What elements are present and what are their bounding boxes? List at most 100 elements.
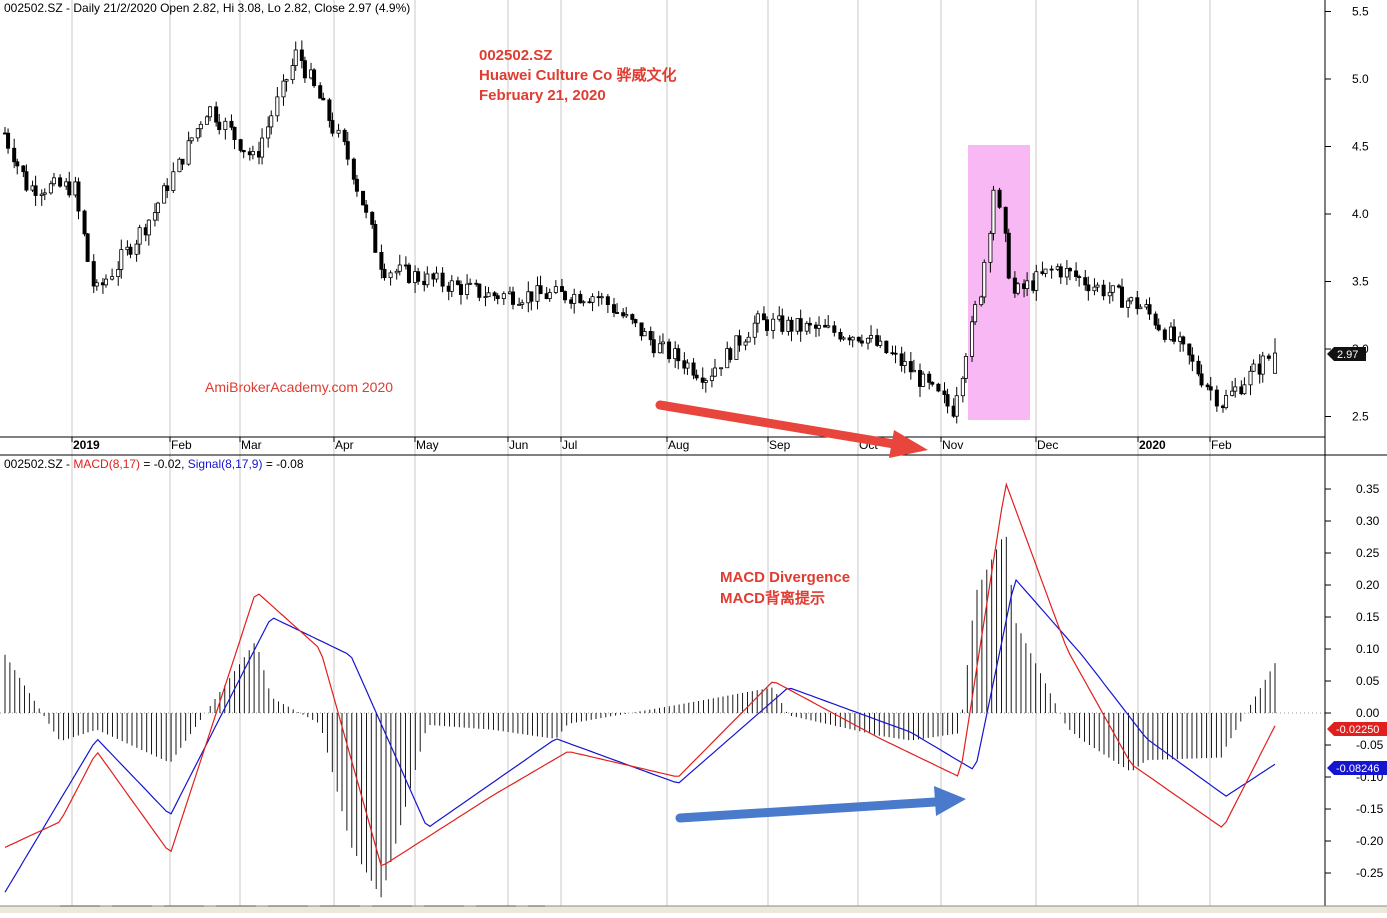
candle-body [290,65,295,81]
signal-value-badge: -0.08246 [1327,761,1387,775]
macd-header: 002502.SZ - MACD(8,17) = -0.02, Signal(8… [4,457,304,471]
candle-body [91,261,96,287]
macd-y-tick-label: 0.15 [1356,610,1380,624]
candle-body [67,181,72,196]
macd-panel [0,456,1325,908]
candle-body [1199,373,1204,386]
candle-body [241,149,246,153]
annotation-date: February 21, 2020 [479,87,606,104]
candle-body [547,292,552,299]
candle-body [128,246,133,255]
candle-body [330,120,335,134]
candle-body [388,272,393,279]
candle-body [204,116,209,125]
candle-body [312,69,317,87]
candle-body [250,151,255,156]
candle-body [865,337,870,344]
month-tick-label: Aug [668,438,689,452]
candle-body [936,383,941,392]
month-tick-label: 2019 [73,438,100,452]
candle-body [648,331,653,341]
candle-body [559,286,564,292]
sheet-tabs-strip[interactable] [0,905,1387,913]
candle-body [578,293,583,304]
candle-body [177,158,182,173]
candle-body [973,304,978,323]
month-tick-label: Sep [769,438,791,452]
candle-body [633,319,638,324]
last-price-badge: 2.97 [1327,347,1366,361]
candle-body [563,291,568,301]
candle-body [1034,271,1039,291]
candle-body [76,181,81,212]
candle-body [110,276,115,280]
candle-body [1064,268,1069,278]
candle-body [416,271,421,282]
candle-body [342,129,347,142]
candle-body [765,319,770,331]
candle-body [39,193,44,196]
macd-y-tick-label: -0.15 [1356,802,1384,816]
candle-body [1181,336,1186,345]
last-price-badge-text: 2.97 [1337,349,1358,361]
breakout-highlight-box [968,145,1030,420]
month-tick-labels: 2019 Feb Mar Apr May Jun Jul Aug Sep Oct Nov Dec 202… [71,437,1232,452]
candle-body [12,147,17,163]
annotation-ticker: 002502.SZ [479,47,552,64]
candle-body [630,314,635,320]
candle-body [1043,268,1048,274]
candle-body [945,394,950,407]
candle-body [921,373,926,387]
candle-body [1156,324,1161,331]
candle-body [269,115,274,128]
candle-body [217,121,222,130]
candle-body [146,219,151,236]
candle-body [1205,384,1210,388]
candle-body [1233,386,1238,392]
candle-body [370,211,375,225]
candle-body [1092,286,1097,292]
candle-body [685,362,690,369]
candle-body [746,336,751,343]
macd-y-tick-label: -0.25 [1356,866,1384,880]
annotation-company: Huawei Culture Co 骅威文化 [479,66,677,84]
candle-body [660,341,665,345]
candle-body [997,189,1002,208]
candle-body [703,380,708,383]
candle-body [581,301,586,304]
candle-body [103,278,108,286]
macd-y-tick-label: -0.05 [1356,738,1384,752]
candle-body [171,171,176,191]
candle-body [186,140,191,165]
candle-body [960,377,965,397]
candle-body [719,367,724,370]
macd-y-tick-label: 0.30 [1356,514,1380,528]
candle-body [48,183,53,194]
candle-body [116,268,121,278]
candle-body [1273,352,1278,374]
candle-body [397,264,402,272]
macd-y-tick-label: 0.10 [1356,642,1380,656]
candle-body [1126,300,1131,308]
candle-body [970,321,975,357]
candle-body [1135,297,1140,310]
candle-body [651,339,656,354]
candle-body [33,185,38,196]
candle-body [293,49,298,66]
candle-body [737,335,742,346]
signal-line [4,578,1276,893]
candle-body [1266,355,1271,359]
candle-body [134,243,139,255]
macd-y-tick-label: 0.20 [1356,578,1380,592]
candle-body [406,264,411,283]
macd-line [4,482,1276,867]
month-tick-label: May [416,438,439,452]
macd-value-badge-text: -0.02250 [1336,724,1379,736]
candle-body [1230,390,1235,396]
candle-body [991,189,996,234]
macd-annotation-zh: MACD背离提示 [720,589,825,607]
candle-body [24,171,29,191]
candle-body [1003,206,1008,234]
candle-body [657,343,662,354]
